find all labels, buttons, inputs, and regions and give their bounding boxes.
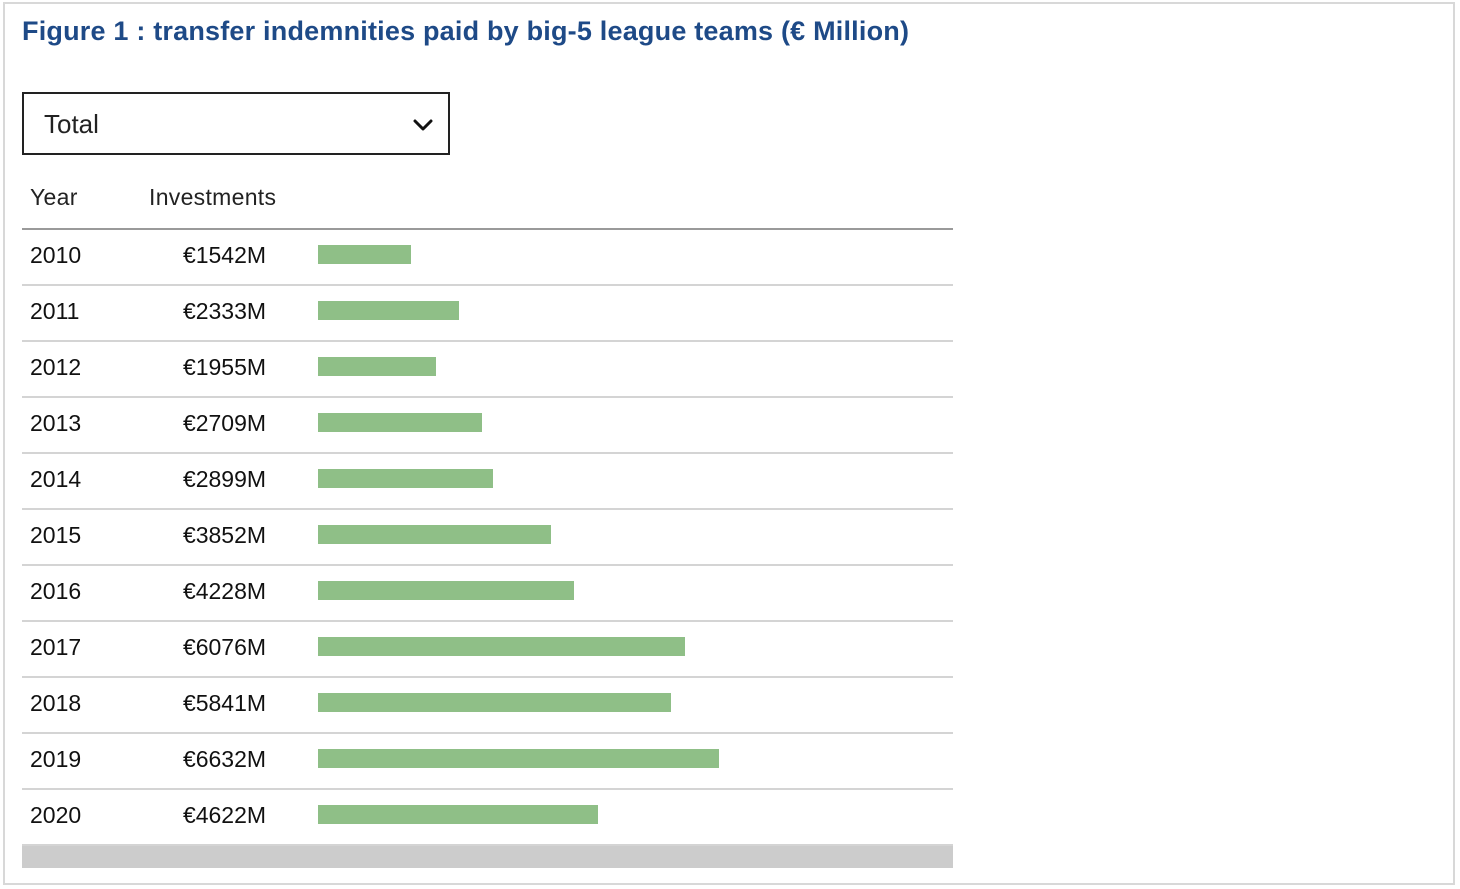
row-year: 2020 [30,802,82,828]
row-value-label: €6632M [182,746,267,772]
bar [318,693,671,712]
row-value-label: €4228M [182,578,267,604]
bar [318,469,493,488]
table-row: 2018 €5841M [22,678,953,734]
row-value-label: €5841M [182,690,267,716]
row-year: 2018 [30,690,82,716]
figure-frame [3,2,1455,885]
table-row: 2014 €2899M [22,454,953,510]
table-body: 2010 €1542M 2011 €2333M 2012 €1955M 2013 €2709M… [22,230,953,846]
row-year: 2017 [30,634,82,660]
bar [318,357,436,376]
row-value-label: €4622M [182,802,267,828]
bar [318,525,551,544]
bar [318,301,459,320]
bar [318,637,685,656]
row-year: 2015 [30,522,82,548]
horizontal-scrollbar[interactable] [22,846,953,868]
table-row: 2020 €4622M [22,790,953,846]
series-filter-select[interactable]: Total [22,92,450,155]
row-value-label: €3852M [182,522,267,548]
table-header: Year Investments [22,180,953,230]
row-value-label: €1542M [182,242,267,268]
chevron-down-icon [413,119,433,131]
table-row: 2019 €6632M [22,734,953,790]
row-year: 2016 [30,578,82,604]
table-row: 2012 €1955M [22,342,953,398]
row-value-label: €6076M [182,634,267,660]
row-year: 2019 [30,746,82,772]
row-year: 2012 [30,354,82,380]
row-value-label: €1955M [182,354,267,380]
bar [318,413,482,432]
bar [318,749,719,768]
row-value-label: €2899M [182,466,267,492]
row-year: 2013 [30,410,82,436]
table-row: 2011 €2333M [22,286,953,342]
row-year: 2011 [30,298,80,324]
table-row: 2017 €6076M [22,622,953,678]
row-value-label: €2709M [182,410,267,436]
table-row: 2016 €4228M [22,566,953,622]
row-year: 2010 [30,242,82,268]
bar [318,245,411,264]
header-investments: Investments [149,184,277,210]
table-row: 2013 €2709M [22,398,953,454]
header-year: Year [30,184,78,210]
table-row: 2010 €1542M [22,230,953,286]
table-row: 2015 €3852M [22,510,953,566]
bar [318,805,598,824]
select-value: Total [44,109,99,139]
figure-title: Figure 1 : transfer indemnities paid by … [22,16,910,46]
row-value-label: €2333M [182,298,267,324]
row-year: 2014 [30,466,82,492]
bar [318,581,574,600]
